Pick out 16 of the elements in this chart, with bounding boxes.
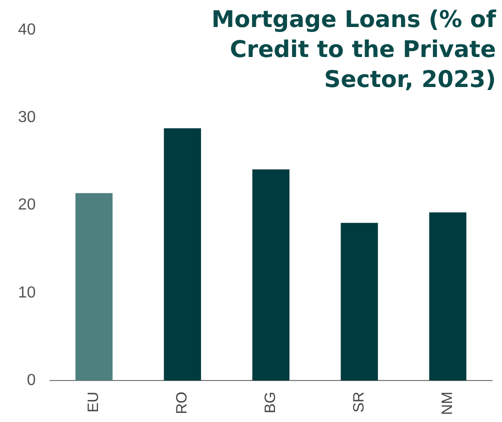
bar (429, 212, 466, 381)
x-tick-label: EU (85, 392, 102, 413)
x-tick-label: RO (174, 392, 191, 414)
bar (75, 193, 113, 381)
x-tick-label: NM (438, 392, 456, 415)
x-tick-label: BG (262, 392, 280, 414)
y-tick-label: 20 (18, 196, 36, 214)
y-tick-label: 10 (18, 284, 36, 302)
y-tick-label: 0 (26, 372, 36, 390)
chart-title: Mortgage Loans (% of Credit to the Private Sector, 2023) (210, 6, 496, 95)
y-tick-label: 40 (18, 21, 36, 38)
bar (164, 128, 202, 381)
bar (252, 169, 290, 381)
x-tick-label: SR (350, 392, 368, 413)
bar (340, 222, 378, 381)
y-tick-label: 30 (18, 109, 36, 126)
